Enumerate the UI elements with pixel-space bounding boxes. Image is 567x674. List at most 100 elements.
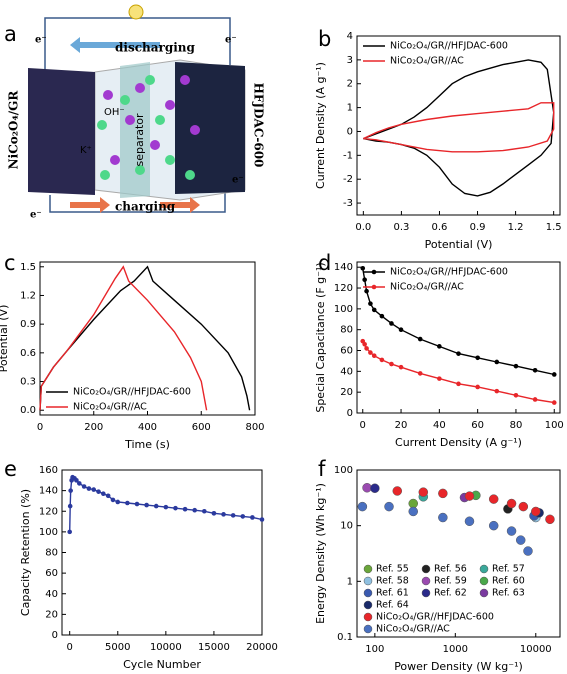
y-tick-label: 0 — [347, 408, 353, 419]
point — [513, 392, 519, 398]
point — [230, 513, 236, 518]
scatter-point — [515, 535, 526, 545]
y-tick-label: 40 — [340, 366, 353, 377]
legend-label: NiCo₂O₄/GR//AC — [390, 282, 464, 293]
legend-marker — [371, 284, 377, 290]
point — [86, 486, 92, 491]
point — [115, 499, 121, 505]
point — [110, 497, 116, 503]
scatter-point — [488, 520, 499, 531]
plot-frame — [356, 35, 561, 216]
x-tick-label: 80 — [510, 420, 523, 431]
y-tick-label: 120 — [334, 283, 353, 294]
separator-label: separator — [133, 113, 146, 167]
charging-label: charging — [115, 200, 176, 214]
point — [389, 361, 394, 367]
scatter-point — [418, 487, 429, 497]
scatter-point — [545, 514, 555, 525]
left-electrode-label: NiCo₂O₄/GR — [7, 90, 21, 170]
x-tick-label: 40 — [433, 420, 446, 431]
x-axis-label: Time (s) — [124, 438, 170, 451]
legend-label: Ref. 64 — [376, 600, 409, 611]
x-tick-label: 1.2 — [508, 222, 524, 233]
legend-marker — [371, 269, 377, 275]
x-axis-label: Cycle Number — [123, 658, 201, 671]
scatter-point — [488, 494, 499, 504]
wire — [49, 190, 226, 213]
scatter-point — [384, 501, 394, 512]
x-tick-label: 0.0 — [355, 222, 371, 233]
y-tick-label: 1 — [347, 103, 353, 114]
x-tick-label: 10000 — [520, 644, 552, 655]
right-electrode-label: HFJDAC-600 — [252, 83, 266, 168]
scatter-point — [438, 488, 448, 499]
legend-label: NiCo₂O₄/GR//HFJDAC-600 — [73, 387, 191, 398]
x-tick-label: 60 — [471, 420, 484, 431]
y-tick-label: 120 — [39, 506, 58, 517]
bulb — [128, 4, 144, 20]
point — [105, 493, 111, 499]
plot-frame — [356, 261, 561, 414]
ions-oh — [97, 75, 195, 180]
point — [144, 502, 149, 508]
y-tick-label: 0.3 — [20, 377, 36, 388]
x-tick-label: 1.5 — [546, 222, 562, 233]
point — [364, 288, 369, 294]
legend-marker — [363, 624, 373, 634]
y-tick-label: 80 — [45, 548, 58, 559]
y-tick-label: 140 — [334, 262, 353, 273]
point — [173, 505, 178, 511]
charge-arrow — [160, 197, 200, 213]
legend-marker — [479, 588, 489, 598]
x-axis-label: Power Density (W kg⁻¹) — [394, 660, 523, 673]
anion-label: OH⁻ — [104, 107, 125, 118]
point — [364, 346, 369, 351]
point — [494, 388, 500, 394]
y-axis-label: Energy Density (Wh kg⁻¹) — [314, 483, 327, 624]
point — [437, 344, 442, 349]
legend-marker — [363, 612, 373, 622]
point — [475, 384, 480, 390]
legend-label: Ref. 55 — [376, 564, 409, 575]
point — [240, 514, 246, 519]
x-tick-label: 1000 — [443, 644, 468, 655]
point — [551, 400, 557, 405]
scatter-point — [506, 498, 517, 509]
scatter-point — [408, 498, 418, 509]
ions-k — [103, 75, 200, 165]
scatter-point — [438, 512, 448, 523]
scatter-point — [357, 501, 368, 512]
panel-label: e — [4, 457, 17, 481]
y-tick-label: 20 — [340, 387, 353, 398]
panel-label: d — [318, 251, 331, 275]
series-line — [363, 102, 555, 153]
scatter-point — [531, 506, 541, 517]
right-electrode — [175, 62, 245, 194]
point — [551, 372, 557, 377]
y-axis-label: Potential (V) — [0, 305, 10, 373]
point — [192, 507, 197, 513]
y-tick-label: 0.1 — [337, 632, 353, 643]
legend-label: Ref. 58 — [376, 576, 409, 587]
point — [398, 327, 404, 332]
point — [74, 478, 79, 483]
y-tick-label: 0 — [347, 126, 353, 137]
scatter-point — [464, 516, 475, 527]
point — [389, 321, 394, 326]
y-axis-label: Current Density (A g⁻¹) — [314, 62, 327, 189]
y-tick-label: 10 — [340, 521, 353, 532]
point — [379, 357, 385, 363]
x-tick-label: 0.6 — [432, 222, 448, 233]
schematic: a e⁻ e⁻ e⁻ e⁻ discharging charging OH⁻ K… — [4, 4, 266, 221]
legend-label: NiCo₂O₄/GR//HFJDAC-600 — [390, 41, 508, 52]
y-tick-label: 100 — [334, 304, 353, 315]
panel-label: c — [4, 251, 16, 275]
point — [456, 351, 461, 356]
x-tick-label: 15000 — [198, 642, 230, 653]
y-tick-label: 0.9 — [20, 319, 36, 330]
charge-arrow — [70, 197, 110, 213]
scatter-point — [408, 506, 418, 517]
y-tick-label: 100 — [39, 527, 58, 538]
y-axis-label: Capacity Retention (%) — [19, 489, 32, 616]
legend-label: NiCo₂O₄/GR//HFJDAC-600 — [376, 612, 494, 623]
